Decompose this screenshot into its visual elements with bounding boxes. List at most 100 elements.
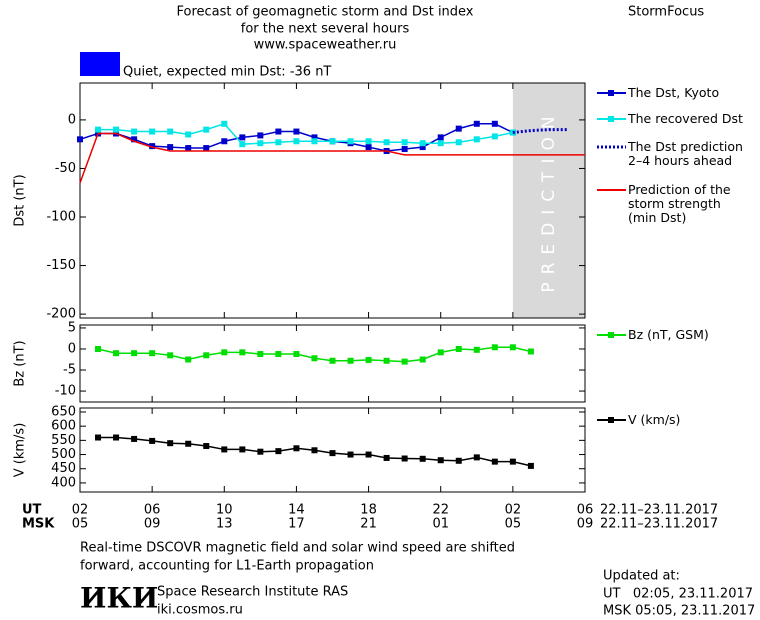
point [293, 128, 300, 135]
y-tick-label: 400 [51, 475, 76, 490]
legend-marker [608, 417, 614, 423]
point [437, 134, 444, 141]
y-tick-label: 0 [68, 112, 76, 127]
legend-entry: The Dst prediction 2–4 hours ahead [628, 139, 743, 168]
point [329, 138, 336, 145]
prediction-label: PREDICTION [539, 108, 559, 292]
point [293, 351, 300, 358]
x-tick-label: 06 [577, 503, 594, 518]
logo: ИКИ [80, 582, 158, 615]
point [239, 349, 246, 356]
y-axis-label: V (km/s) [13, 423, 28, 478]
series-line [512, 128, 567, 135]
legend-entry: Prediction of the storm strength (min Ds… [628, 182, 731, 225]
point [185, 356, 192, 363]
point [491, 120, 498, 127]
point [239, 141, 246, 148]
point [275, 139, 282, 146]
point [131, 435, 138, 442]
msk-label: MSK [22, 517, 55, 532]
point [257, 448, 264, 455]
legend-entry: Bz (nT, GSM) [628, 327, 709, 342]
point [437, 140, 444, 147]
point [95, 126, 102, 133]
msk-tick-label: 05 [72, 517, 89, 532]
point [257, 140, 264, 147]
point [455, 125, 462, 132]
point [203, 443, 210, 450]
site: iki.cosmos.ru [157, 603, 243, 618]
x-tick-label: 22 [432, 503, 449, 518]
point [401, 146, 408, 153]
point [167, 352, 174, 359]
y-tick-label: 650 [51, 404, 76, 419]
point [509, 344, 516, 351]
point [257, 351, 264, 358]
point [293, 138, 300, 145]
point [311, 134, 318, 141]
y-tick-label: 450 [51, 461, 76, 476]
point [293, 445, 300, 452]
series-line [79, 123, 514, 152]
x-tick-label: 02 [505, 503, 522, 518]
point [455, 457, 462, 464]
x-tick-label: 14 [288, 503, 305, 518]
point [419, 144, 426, 151]
point [329, 450, 336, 457]
y-tick-label: -5 [63, 363, 76, 378]
point [149, 128, 156, 135]
point [455, 345, 462, 352]
updated-title: Updated at: [603, 569, 680, 584]
y-tick-label: 600 [51, 419, 76, 434]
point [365, 138, 372, 145]
point [257, 132, 264, 139]
point [491, 458, 498, 465]
point [239, 446, 246, 453]
point [167, 144, 174, 151]
point [185, 131, 192, 138]
point [347, 138, 354, 145]
updated-msk: MSK 05:05, 23.11.2017 [603, 604, 755, 619]
brand: StormFocus [628, 5, 704, 20]
point [203, 126, 210, 133]
title: Forecast of geomagnetic storm and Dst in… [176, 5, 473, 20]
site-url: www.spaceweather.ru [254, 38, 397, 53]
point [509, 458, 516, 465]
point [149, 143, 156, 150]
point [95, 434, 102, 441]
point [347, 451, 354, 458]
point [473, 120, 480, 127]
legend-marker [608, 116, 614, 122]
point [365, 356, 372, 363]
panel-frame [79, 324, 586, 403]
point [347, 357, 354, 364]
legend-entry: The recovered Dst [628, 111, 743, 126]
msk-tick-label: 05 [505, 517, 522, 532]
msk-tick-label: 09 [144, 517, 161, 532]
point [491, 344, 498, 351]
institute: Space Research Institute RAS [157, 585, 348, 600]
x-tick-label: 10 [216, 503, 233, 518]
point [437, 349, 444, 356]
point [473, 346, 480, 353]
y-tick-label: -10 [55, 384, 76, 399]
series-line [98, 122, 514, 145]
y-axis-label: Dst (nT) [13, 174, 28, 226]
note: Real-time DSCOVR magnetic field and sola… [80, 541, 515, 556]
point [365, 451, 372, 458]
legend-entry: V (km/s) [628, 412, 681, 427]
ut-label: UT [22, 503, 42, 518]
legend-entry: The Dst, Kyoto [628, 85, 720, 100]
point [275, 351, 282, 358]
point [383, 454, 390, 461]
point [77, 136, 83, 143]
msk-tick-label: 13 [216, 517, 233, 532]
point [203, 145, 210, 152]
status-swatch [80, 52, 120, 76]
updated-ut: UT 02:05, 23.11.2017 [603, 587, 753, 602]
point [275, 128, 282, 135]
point [401, 455, 408, 462]
point [275, 448, 282, 455]
point [473, 454, 480, 461]
